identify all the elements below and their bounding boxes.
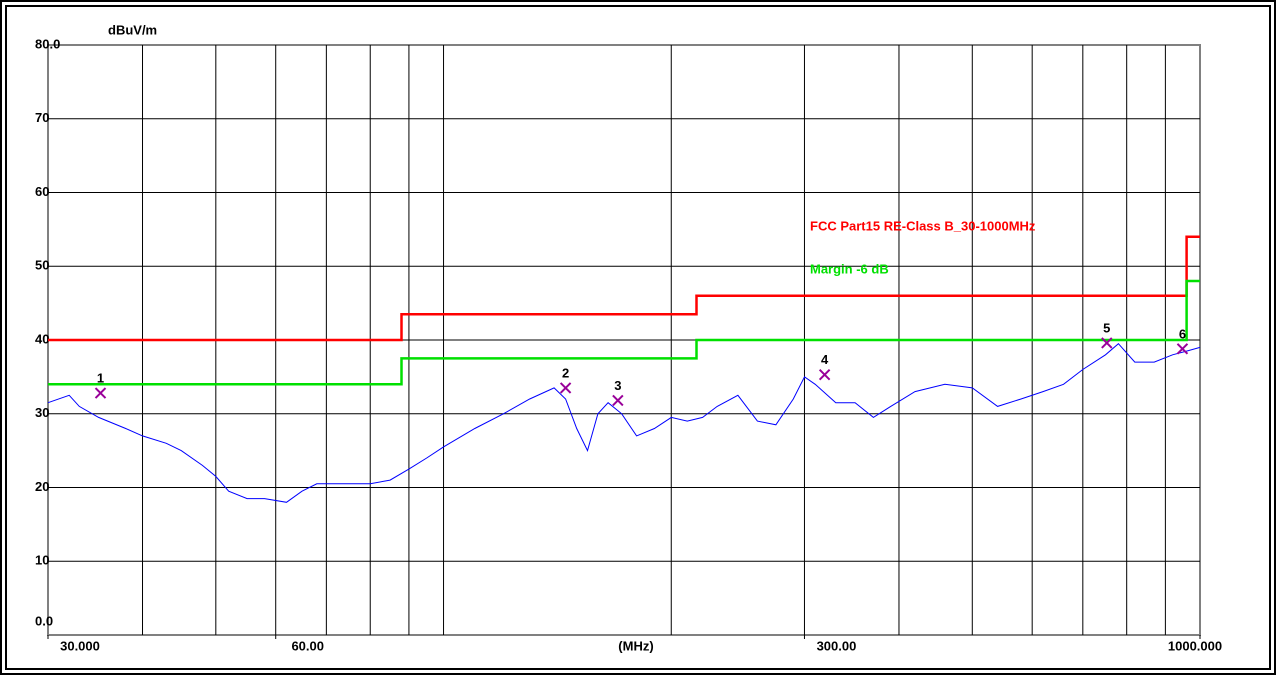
x-axis-label: (MHz) [618,638,653,653]
marker [559,382,572,394]
y-tick-label: 30 [35,405,49,420]
x-tick-label: 1000.000 [1168,638,1222,653]
y-tick-label: 50 [35,258,49,273]
y-tick-label: 0.0 [35,613,53,628]
legend-label: FCC Part15 RE-Class B_30-1000MHz [810,218,1036,233]
marker [1101,337,1113,349]
y-tick-label: 40 [35,331,49,346]
x-tick-label: 60.00 [291,638,324,653]
y-tick-label: 10 [35,553,49,568]
series-line [47,343,1201,503]
marker [612,394,624,407]
marker-label: 2 [562,365,569,380]
inner-frame [5,5,1271,670]
marker-label: 5 [1103,320,1110,335]
y-tick-label: 60 [35,184,49,199]
x-tick-label: 30.000 [60,638,100,653]
marker [1176,343,1189,355]
series-line [48,279,1200,386]
series-line [48,235,1200,342]
y-tick-label: 80.0 [35,36,60,51]
y-tick-label: 20 [35,479,49,494]
y-tick-label: 70 [35,110,49,125]
marker-label: 1 [97,371,104,386]
x-tick-label: 300.00 [817,638,857,653]
marker-label: 6 [1179,326,1186,341]
y-axis-label: dBuV/m [108,22,157,37]
legend-label: Margin -6 dB [810,261,889,276]
marker [94,387,107,399]
marker-label: 4 [821,352,829,367]
marker [818,368,831,381]
marker-label: 3 [614,378,621,393]
